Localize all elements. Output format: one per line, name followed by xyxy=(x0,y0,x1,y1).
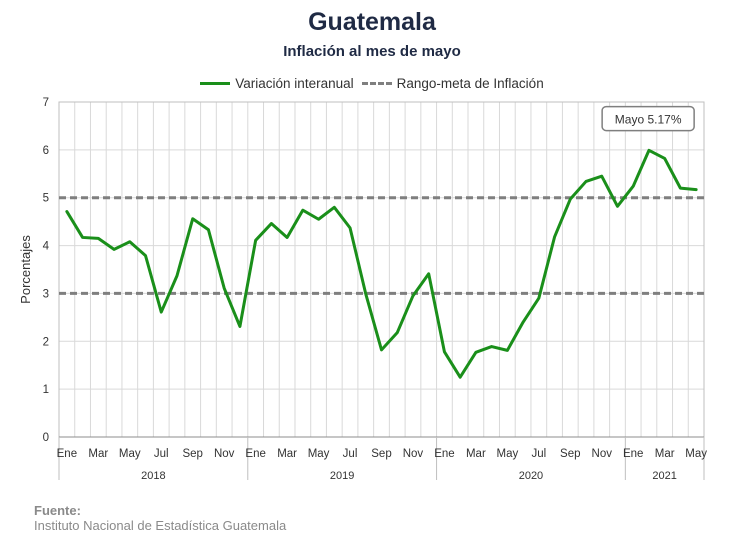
x-tick-label: Sep xyxy=(182,448,202,460)
x-tick-label: Jul xyxy=(343,448,358,460)
x-tick-label: Sep xyxy=(560,448,580,460)
year-label: 2021 xyxy=(652,470,676,482)
y-tick-label: 5 xyxy=(43,193,49,205)
x-tick-label: Sep xyxy=(371,448,391,460)
annotation-box xyxy=(601,105,695,132)
y-axis-label: Porcentajes xyxy=(18,235,33,304)
year-label: 2018 xyxy=(141,470,165,482)
series-line-variacion xyxy=(65,148,698,379)
x-tick-label: May xyxy=(119,448,141,460)
year-label: 2020 xyxy=(519,470,543,482)
x-tick-label: May xyxy=(308,448,330,460)
y-tick-label: 7 xyxy=(43,97,49,109)
legend-item-variacion: Variación interanual xyxy=(200,76,354,91)
x-tick-label: Mar xyxy=(88,448,108,460)
x-tick-label: Mar xyxy=(655,448,675,460)
source-block: Fuente: Instituto Nacional de Estadístic… xyxy=(34,503,286,533)
y-tick-label: 4 xyxy=(43,241,50,253)
x-tick-label: Ene xyxy=(245,448,265,460)
legend: Variación interanual Rango-meta de Infla… xyxy=(0,76,744,91)
plot-border xyxy=(58,101,705,438)
x-tick-label: Nov xyxy=(592,448,613,460)
legend-swatch-dashed xyxy=(361,82,392,85)
y-tick-label: 6 xyxy=(43,145,49,157)
x-tick-label: Nov xyxy=(403,448,424,460)
y-tick-label: 1 xyxy=(43,384,49,396)
annotation-label: Mayo 5.17% xyxy=(615,113,682,127)
x-tick-label: Ene xyxy=(434,448,454,460)
legend-item-rango: Rango-meta de Inflación xyxy=(361,76,544,91)
x-tick-label: May xyxy=(685,448,707,460)
legend-label-rango: Rango-meta de Inflación xyxy=(396,76,544,91)
y-tick-label: 3 xyxy=(43,288,49,300)
y-tick-label: 0 xyxy=(43,432,49,444)
x-tick-label: Ene xyxy=(57,448,77,460)
x-tick-label: Nov xyxy=(214,448,235,460)
source-label: Fuente: xyxy=(34,503,81,518)
x-tick-label: Mar xyxy=(277,448,297,460)
year-label: 2019 xyxy=(330,470,354,482)
legend-swatch-solid xyxy=(200,82,231,85)
y-tick-label: 2 xyxy=(43,336,49,348)
chart-title: Guatemala xyxy=(308,8,436,36)
x-tick-label: Jul xyxy=(154,448,169,460)
x-tick-label: May xyxy=(496,448,518,460)
x-tick-label: Jul xyxy=(531,448,546,460)
source-text: Instituto Nacional de Estadística Guatem… xyxy=(34,518,287,533)
x-tick-label: Ene xyxy=(623,448,643,460)
legend-label-variacion: Variación interanual xyxy=(235,76,354,91)
x-tick-label: Mar xyxy=(466,448,486,460)
chart-subtitle: Inflación al mes de mayo xyxy=(283,43,461,60)
